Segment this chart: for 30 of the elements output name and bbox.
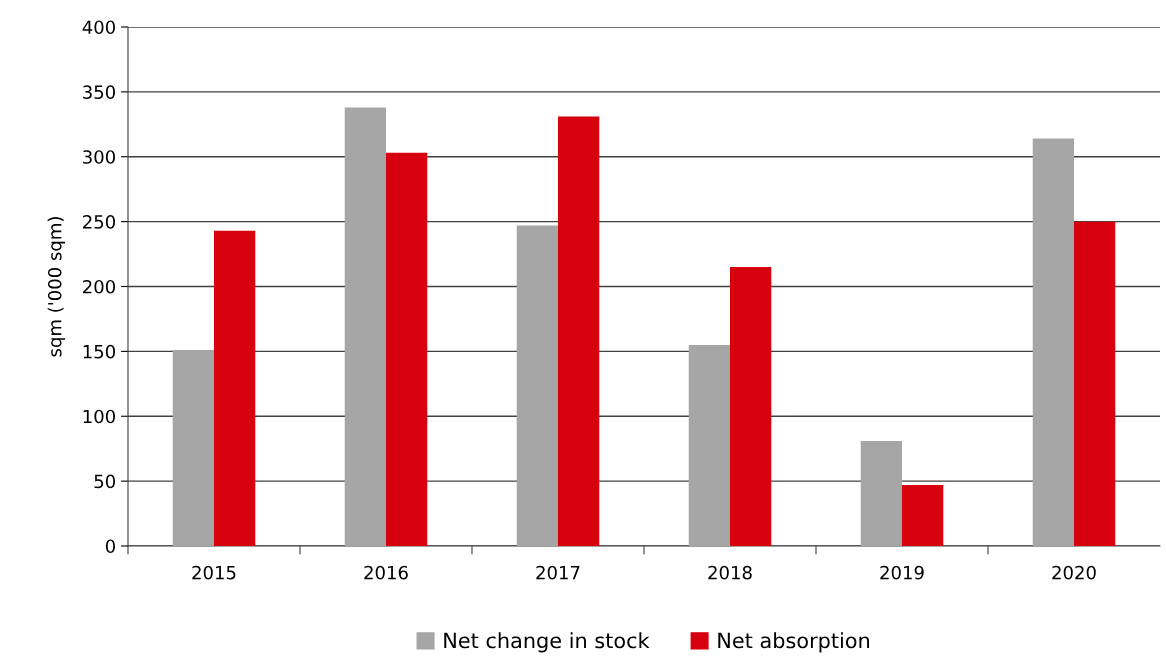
bar <box>688 344 730 546</box>
y-tick-label: 400 <box>82 20 115 35</box>
legend-label: Net absorption <box>718 632 869 653</box>
x-tick-label: 2019 <box>880 565 924 580</box>
y-tick-label: 50 <box>94 474 115 489</box>
bar <box>730 267 772 546</box>
bar <box>902 485 944 546</box>
y-axis-title: sqm ('000 sqm) <box>47 217 66 357</box>
bar <box>386 152 428 546</box>
y-tick-label: 0 <box>105 539 115 554</box>
bar <box>1032 138 1074 546</box>
bar <box>860 440 902 546</box>
y-tick-label: 200 <box>83 279 115 294</box>
bar <box>516 225 558 546</box>
y-tick-label: 350 <box>83 85 115 99</box>
x-tick-label: 2015 <box>192 565 236 580</box>
x-tick-label: 2020 <box>1052 565 1096 580</box>
legend-label: Net change in stock <box>444 632 650 653</box>
x-tick-label: 2018 <box>708 565 752 580</box>
y-tick-label: 150 <box>83 344 115 359</box>
bar <box>214 230 256 546</box>
bar <box>344 107 386 546</box>
y-tick-label: 300 <box>83 150 115 164</box>
y-tick-label: 100 <box>83 409 115 424</box>
y-tick-label: 250 <box>83 215 115 229</box>
bar <box>1074 221 1116 546</box>
bar <box>172 350 214 546</box>
x-tick-label: 2017 <box>536 565 580 580</box>
x-tick-label: 2016 <box>364 565 408 580</box>
bar <box>558 116 600 546</box>
